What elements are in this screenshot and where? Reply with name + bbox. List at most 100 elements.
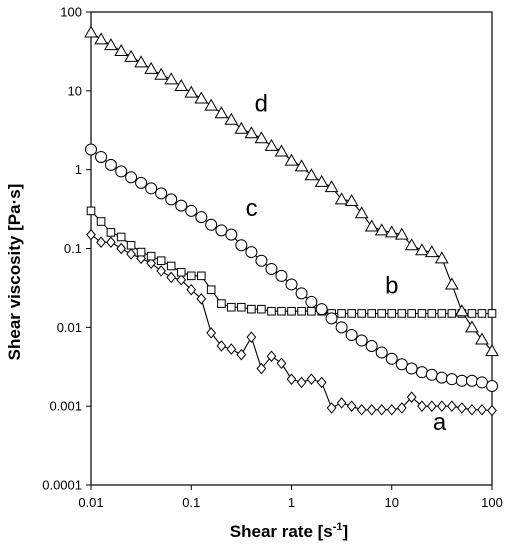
series-d-point	[234, 121, 249, 134]
series-a-point	[336, 397, 347, 409]
series-c-label: c	[246, 195, 258, 222]
series-a-point	[106, 236, 116, 249]
series-b-point	[186, 271, 196, 281]
series-b-point	[367, 309, 377, 318]
series-c-point	[395, 358, 408, 371]
series-c-point	[445, 373, 458, 386]
series-c-point	[425, 368, 438, 381]
series-d-point	[184, 85, 199, 98]
x-tick-label: 10	[385, 495, 399, 510]
series-a-point	[386, 403, 397, 416]
series-a-point	[296, 376, 307, 389]
x-axis-ticks: 0.01 0.1 1 10 100	[78, 485, 503, 510]
series-a-point	[436, 400, 447, 412]
series-b-point	[126, 240, 136, 250]
y-tick-label: 100	[60, 5, 82, 20]
series-c-point	[455, 374, 468, 387]
series-c-point	[465, 374, 478, 387]
series-c-point	[255, 254, 268, 267]
series-b-point	[197, 271, 206, 281]
series-d-point	[124, 49, 138, 62]
series-c-point	[155, 187, 168, 200]
series-d-point	[154, 67, 169, 80]
series-a-point	[447, 400, 457, 412]
series-d-point	[274, 144, 289, 157]
series-a-point	[146, 257, 156, 270]
series-d-point	[455, 304, 469, 317]
series-d-point	[144, 61, 158, 74]
series-c-point	[185, 204, 198, 217]
series-b-point	[267, 306, 276, 316]
series-b-point	[307, 306, 316, 316]
series-a-point	[176, 274, 187, 286]
series-a-point	[286, 373, 297, 385]
x-tick-label: 100	[481, 495, 503, 510]
y-tick-label: 10	[68, 83, 82, 98]
series-a-point	[276, 357, 287, 370]
series-a-point	[166, 271, 177, 284]
series-c-point	[486, 380, 498, 393]
y-axis-title: Shear viscosity [Pa·s]	[5, 184, 24, 361]
series-a-point	[86, 228, 96, 241]
series-b-point	[116, 232, 126, 242]
series-b-point	[166, 261, 176, 271]
series-d-point	[394, 227, 409, 240]
series-c-point	[85, 143, 97, 156]
series-d-point	[445, 277, 459, 290]
series-c-point	[475, 376, 488, 389]
series-b-point	[277, 306, 286, 316]
series-c-point	[375, 346, 388, 359]
series-c-point	[305, 295, 318, 308]
series-a-point	[266, 350, 277, 363]
series-b-point	[176, 267, 186, 277]
series-a-point	[356, 403, 367, 416]
series-c-point	[95, 150, 108, 163]
series-c-point	[315, 303, 328, 316]
series-d-point	[475, 332, 489, 345]
series-c-point	[355, 334, 368, 347]
series-d-point	[404, 238, 419, 251]
series-b-point	[227, 302, 236, 312]
series-c-point	[265, 262, 278, 275]
series-c-point	[295, 287, 308, 300]
series-a-point	[467, 403, 477, 416]
series-a-point	[366, 403, 377, 416]
series-a-point	[396, 402, 407, 414]
series-d-point	[334, 192, 349, 205]
series-d-point	[224, 112, 239, 125]
series-c	[85, 143, 498, 393]
series-d-point	[465, 320, 479, 333]
series-c-point	[145, 182, 158, 195]
series-d-point	[284, 153, 299, 166]
series-a-point	[186, 283, 197, 296]
series-a-point	[246, 331, 257, 343]
series-a-point	[306, 373, 317, 385]
series-c-point	[135, 176, 148, 189]
series-c-point	[345, 328, 358, 341]
y-tick-label: 0.1	[64, 241, 82, 256]
series-a-point	[326, 402, 337, 414]
series-b-point	[136, 247, 146, 257]
series-d-point	[164, 72, 179, 85]
series-a-point	[487, 404, 497, 417]
series-c-point	[325, 312, 338, 325]
series-b-point	[106, 228, 116, 237]
series-b-point	[287, 306, 296, 316]
series-d-point	[485, 344, 499, 357]
x-axis-title: Shear rate [s-1]	[230, 521, 348, 541]
series-b-point	[487, 309, 497, 318]
series-d-point	[374, 223, 389, 236]
series-a-point	[136, 252, 146, 265]
series-a-point	[126, 248, 136, 260]
series-a-point	[316, 376, 327, 389]
series-d-label: d	[255, 90, 268, 117]
series-b-point	[96, 217, 106, 226]
series-d-point	[354, 206, 369, 219]
y-tick-label: 0.01	[57, 320, 82, 335]
series-b-point	[247, 304, 256, 314]
series-b-point	[387, 309, 397, 318]
series-d-point	[294, 159, 309, 172]
series-d-point	[94, 32, 108, 45]
